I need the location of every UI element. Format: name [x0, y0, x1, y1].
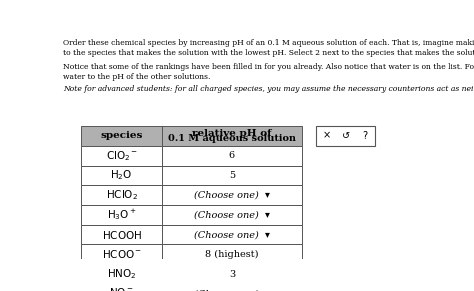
Text: water to the pH of the other solutions.: water to the pH of the other solutions. — [63, 72, 210, 81]
Text: 6: 6 — [229, 151, 235, 160]
Text: $\mathrm{ClO_2}^-$: $\mathrm{ClO_2}^-$ — [106, 149, 138, 163]
Bar — [82, 225, 162, 244]
Text: ×: × — [323, 131, 331, 141]
Bar — [162, 264, 301, 284]
Bar — [82, 185, 162, 205]
Text: $\mathrm{HCOO^-}$: $\mathrm{HCOO^-}$ — [101, 248, 142, 260]
Bar — [82, 205, 162, 225]
Text: (Choose one)  ▾: (Choose one) ▾ — [194, 210, 270, 219]
Bar — [82, 126, 162, 146]
Bar — [162, 126, 301, 146]
Text: ↺: ↺ — [342, 131, 350, 141]
Text: 5: 5 — [229, 171, 235, 180]
Text: $\mathrm{NO_2^-}$: $\mathrm{NO_2^-}$ — [109, 286, 134, 291]
Bar — [162, 225, 301, 244]
Bar — [82, 264, 162, 284]
Bar — [162, 244, 301, 264]
Text: Notice that some of the rankings have been filled in for you already. Also notic: Notice that some of the rankings have be… — [63, 63, 474, 71]
Text: (Choose one)  ▾: (Choose one) ▾ — [194, 191, 270, 200]
Bar — [162, 166, 301, 185]
Text: 8 (highest): 8 (highest) — [205, 250, 259, 259]
Text: relative pH of: relative pH of — [192, 129, 272, 138]
Text: $\mathrm{HCOOH}$: $\mathrm{HCOOH}$ — [101, 228, 142, 241]
Text: ?: ? — [362, 131, 367, 141]
Bar — [162, 284, 301, 291]
Bar — [82, 146, 162, 166]
Text: 0.1 M aqueous solution: 0.1 M aqueous solution — [168, 134, 296, 143]
Text: species: species — [100, 131, 143, 140]
Text: to the species that makes the solution with the lowest pH. Select 2 next to the : to the species that makes the solution w… — [63, 49, 474, 58]
Bar — [162, 205, 301, 225]
Bar — [162, 146, 301, 166]
Text: 3: 3 — [229, 269, 235, 278]
Text: $\mathrm{HNO_2}$: $\mathrm{HNO_2}$ — [107, 267, 137, 281]
Bar — [82, 284, 162, 291]
Bar — [316, 126, 375, 146]
Text: $\mathrm{H_2O}$: $\mathrm{H_2O}$ — [110, 168, 133, 182]
Text: Note for advanced students: for all charged species, you may assume the necessar: Note for advanced students: for all char… — [63, 85, 474, 93]
Text: Order these chemical species by increasing pH of an 0.1 M aqueous solution of ea: Order these chemical species by increasi… — [63, 39, 474, 47]
Text: $\mathrm{H_3O^+}$: $\mathrm{H_3O^+}$ — [107, 207, 137, 222]
Bar — [82, 166, 162, 185]
Text: (Choose one)  ▾: (Choose one) ▾ — [194, 289, 270, 291]
Text: $\mathrm{HClO_2}$: $\mathrm{HClO_2}$ — [106, 188, 138, 202]
Text: (Choose one)  ▾: (Choose one) ▾ — [194, 230, 270, 239]
Bar — [162, 185, 301, 205]
Bar — [82, 244, 162, 264]
